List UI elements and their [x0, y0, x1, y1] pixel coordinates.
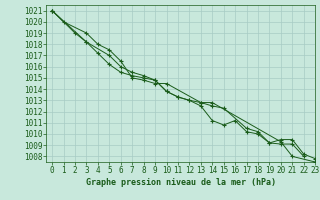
X-axis label: Graphe pression niveau de la mer (hPa): Graphe pression niveau de la mer (hPa): [86, 178, 276, 187]
